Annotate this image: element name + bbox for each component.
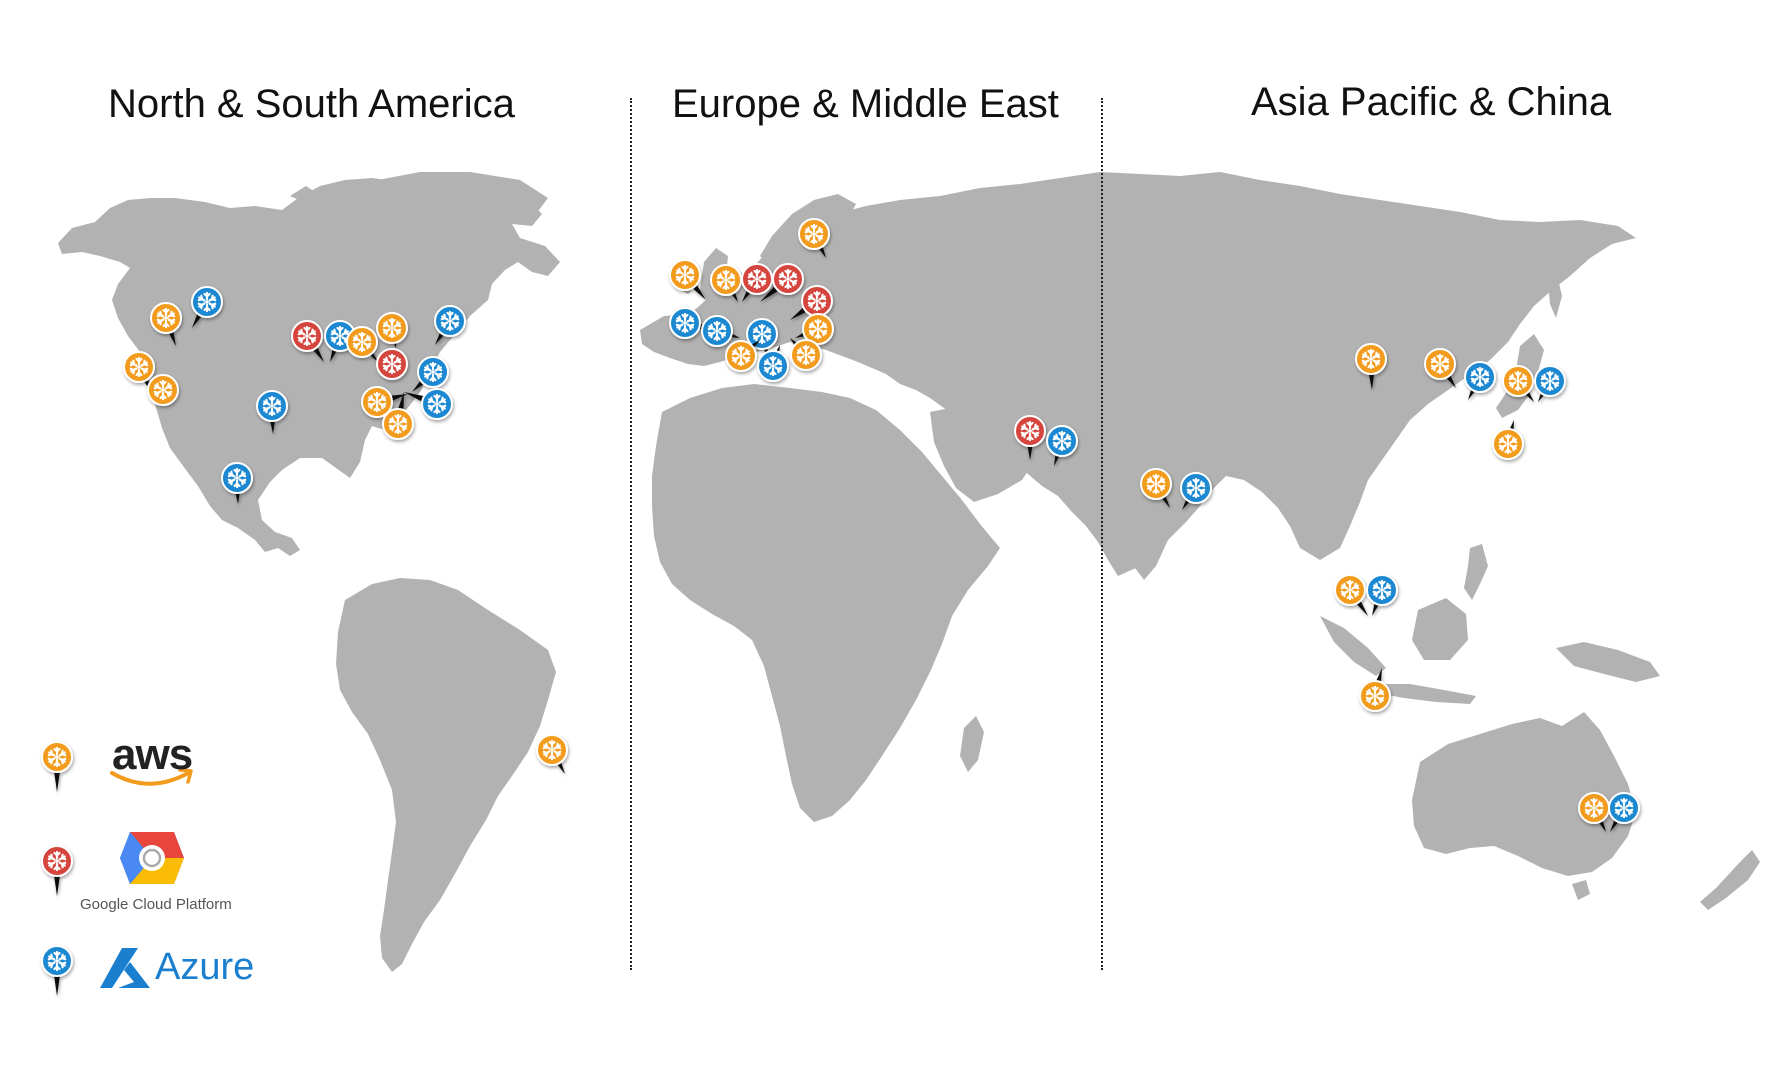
pin-netherlands-azure[interactable] [746,318,778,358]
legend-pin-azure[interactable] [41,945,73,996]
pin-italy-aws[interactable] [790,338,822,371]
pin-tokyo-azure[interactable] [1534,365,1566,402]
pin-korea-azure[interactable] [1464,361,1496,400]
pin-india-azure[interactable] [1180,472,1212,510]
pin-jakarta-aws[interactable] [1359,668,1391,712]
pin-ireland-aws[interactable] [669,259,706,300]
pin-us-east-aws-2[interactable] [376,312,408,348]
pin-mexico-azure[interactable] [221,462,253,504]
divider-emea-apac [1101,98,1103,970]
land-java [1380,684,1476,704]
pin-uk-azure[interactable] [701,315,740,347]
aws-logo-icon [110,768,193,786]
pin-us-east-azure-2[interactable] [404,388,453,420]
land-south-america [336,578,556,972]
land-madagascar [960,716,984,772]
pin-us-east-aws-1[interactable] [346,326,378,362]
land-australia [1412,712,1636,876]
pin-us-east-azure-1[interactable] [412,356,449,392]
land-philippines [1464,544,1488,600]
google-cloud-hexagon-icon [120,832,184,884]
pin-us-south-azure[interactable] [256,390,288,434]
pin-korea-aws[interactable] [1424,348,1456,388]
land-arabia [930,406,1034,502]
pin-poland-gcp[interactable] [790,285,833,320]
pin-us-west-aws-3[interactable] [147,374,179,406]
region-title-apac: Asia Pacific & China [1251,80,1612,124]
region-title-emea: Europe & Middle East [672,82,1059,126]
pin-ireland-azure[interactable] [669,307,716,339]
pin-us-east-aws-4[interactable] [382,392,414,440]
region-title-americas: North & South America [108,82,515,126]
land-sakhalin [1548,270,1562,318]
pin-india-aws[interactable] [1140,468,1172,508]
pin-us-east-aws-3[interactable] [361,386,408,418]
pin-brazil-aws[interactable] [536,734,568,774]
legend-pins [41,741,73,996]
pin-us-east-gcp[interactable] [376,348,408,380]
legend-azure-label: Azure [155,946,255,988]
pin-us-west-aws-1[interactable] [150,302,182,346]
pin-tokyo-aws[interactable] [1502,365,1534,402]
datacenter-pins [123,218,1640,832]
pin-netherlands-gcp[interactable] [760,263,804,302]
pin-uae-azure[interactable] [1046,425,1078,466]
pin-osaka-aws[interactable] [1492,420,1524,460]
pin-switzerland-azure[interactable] [757,345,789,382]
land-eurasia [640,172,1636,576]
pin-us-west-azure[interactable] [191,286,223,328]
legend-gcp-label: Google Cloud Platform [80,896,232,913]
pin-paris-aws[interactable] [725,340,760,372]
pin-canada-azure[interactable] [434,305,466,345]
pin-sweden-aws[interactable] [798,218,830,258]
land-north-america [58,178,560,556]
legend-pin-gcp[interactable] [41,845,73,896]
pin-singapore-azure[interactable] [1366,574,1398,616]
pin-london-aws[interactable] [710,264,742,302]
legend-aws-label: aws [112,730,193,779]
land-africa [652,384,1000,822]
land-masses [58,172,1760,972]
legend-pin-aws[interactable] [41,741,73,792]
land-sumatra [1320,616,1386,676]
pin-middle-east-gcp[interactable] [1014,415,1046,460]
pin-us-central-gcp[interactable] [291,320,324,362]
pin-singapore-aws[interactable] [1334,574,1368,616]
land-new-zealand [1700,850,1760,910]
divider-americas-emea [630,98,632,970]
pin-sydney-azure[interactable] [1608,792,1640,832]
azure-logo-icon [100,948,150,988]
land-arctic-islands [290,186,362,208]
land-greenland [352,172,548,226]
land-new-guinea [1556,642,1660,682]
pin-china-aws[interactable] [1355,343,1387,390]
pin-germany-aws[interactable] [795,313,834,345]
land-tasmania [1572,880,1590,900]
pin-us-west-aws-2[interactable] [123,351,155,392]
land-borneo [1412,598,1468,660]
